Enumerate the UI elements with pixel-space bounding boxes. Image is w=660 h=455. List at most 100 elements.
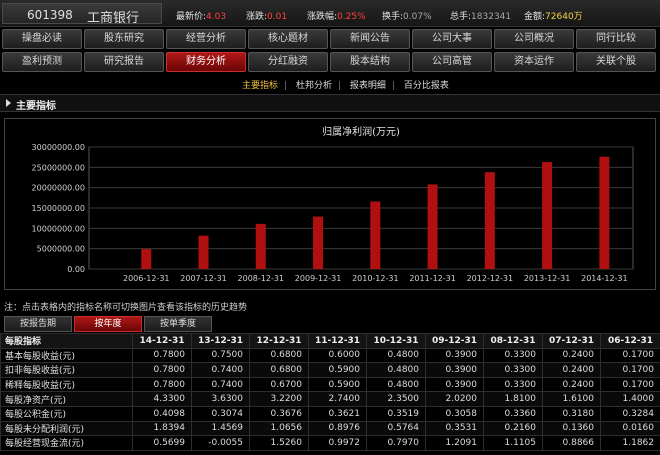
indicator-name[interactable]: 每股净资产(元) — [0, 391, 133, 407]
subtab-dupont[interactable]: 杜邦分析 — [295, 81, 332, 91]
indicator-name[interactable]: 基本每股收益(元) — [0, 347, 133, 364]
indicator-table: 每股指标 14-12-31 13-12-31 12-12-31 11-12-31… — [0, 333, 660, 451]
nav-gudong[interactable]: 股东研究 — [84, 29, 164, 49]
indicator-value: 0.6800 — [249, 347, 309, 364]
indicator-value: 0.2400 — [542, 362, 601, 378]
turnover-rate: 换手:0.07% — [382, 12, 432, 22]
trade-amount: 金额:72640万 — [524, 12, 583, 22]
indicator-value: 0.3058 — [425, 405, 484, 422]
nav-guanlian[interactable]: 关联个股 — [576, 52, 656, 72]
x-tick-label: 2010-12-31 — [352, 274, 399, 283]
indicator-value: 0.3360 — [483, 405, 543, 422]
period-tabs: 按报告期 按年度 按单季度 — [0, 316, 660, 332]
collapse-triangle-icon[interactable] — [6, 99, 11, 107]
bar — [313, 216, 324, 269]
bar — [370, 201, 381, 269]
subtab-main-indicators[interactable]: 主要指标 — [242, 81, 279, 91]
indicator-value: 4.3300 — [132, 391, 192, 407]
subtab-statements[interactable]: 报表明细 — [349, 81, 386, 91]
indicator-value: 0.3676 — [249, 405, 309, 422]
indicator-name[interactable]: 每股公积金(元) — [0, 405, 133, 422]
indicator-name[interactable]: 每股未分配利润(元) — [0, 420, 133, 437]
indicator-value: 0.3519 — [366, 405, 426, 422]
stock-code: 601398 — [27, 8, 73, 22]
x-tick-label: 2007-12-31 — [180, 274, 227, 283]
indicator-value: 0.1700 — [600, 376, 660, 393]
indicator-name[interactable]: 扣非每股收益(元) — [0, 362, 133, 378]
indicator-value: 0.3900 — [425, 376, 484, 393]
indicator-value: -0.0055 — [191, 435, 250, 451]
indicator-value: 0.3180 — [542, 405, 601, 422]
tab-by-year[interactable]: 按年度 — [74, 316, 142, 332]
nav-yanjiu[interactable]: 研究报告 — [84, 52, 164, 72]
x-tick-label: 2011-12-31 — [409, 274, 456, 283]
x-tick-label: 2009-12-31 — [295, 274, 342, 283]
nav-fenhong[interactable]: 分红融资 — [248, 52, 328, 72]
indicator-value: 0.5699 — [132, 435, 192, 451]
indicator-value: 0.5900 — [308, 376, 367, 393]
price-change: 涨跌:0.01 — [246, 12, 288, 22]
nav-hexin[interactable]: 核心题材 — [248, 29, 328, 49]
quote-bar: 601398 工商银行 最新价:4.03 涨跌:0.01 涨跌幅:0.25% 换… — [0, 0, 660, 27]
nav-tonghang[interactable]: 同行比较 — [576, 29, 656, 49]
indicator-value: 0.2400 — [542, 376, 601, 393]
indicator-value: 0.3074 — [191, 405, 250, 422]
indicator-value: 0.6800 — [249, 362, 309, 378]
indicator-name[interactable]: 每股经营现金流(元) — [0, 435, 133, 451]
bar — [255, 223, 266, 269]
indicator-value: 0.3621 — [308, 405, 367, 422]
nav-caiwu[interactable]: 财务分析 — [166, 52, 246, 72]
nav-dashi[interactable]: 公司大事 — [412, 29, 492, 49]
nav-ziben[interactable]: 资本运作 — [494, 52, 574, 72]
nav-gaoguan[interactable]: 公司高管 — [412, 52, 492, 72]
bar — [484, 172, 495, 269]
indicator-value: 0.4800 — [366, 347, 426, 364]
x-tick-label: 2014-12-31 — [581, 274, 628, 283]
y-tick-label: 30000000.00 — [32, 143, 85, 152]
tab-by-report[interactable]: 按报告期 — [4, 316, 72, 332]
indicator-value: 1.4000 — [600, 391, 660, 407]
nav-guben[interactable]: 股本结构 — [330, 52, 410, 72]
indicator-value: 1.1105 — [483, 435, 543, 451]
indicator-value: 0.9972 — [308, 435, 367, 451]
indicator-value: 0.2160 — [483, 420, 543, 437]
indicator-value: 0.7800 — [132, 362, 192, 378]
table-row: 每股公积金(元) 0.4098 0.3074 0.3676 0.3621 0.3519 0.… — [0, 405, 660, 422]
indicator-value: 0.3300 — [483, 362, 543, 378]
indicator-value: 0.1700 — [600, 362, 660, 378]
indicator-value: 1.0656 — [249, 420, 309, 437]
table-row: 基本每股收益(元) 0.7800 0.7500 0.6800 0.6000 0.4800 0… — [0, 347, 660, 364]
nav-jingying[interactable]: 经营分析 — [166, 29, 246, 49]
indicator-value: 0.4098 — [132, 405, 192, 422]
nav-gaikuang[interactable]: 公司概况 — [494, 29, 574, 49]
y-tick-label: 0.00 — [67, 265, 85, 274]
x-tick-label: 2013-12-31 — [524, 274, 571, 283]
col-header-date: 13-12-31 — [191, 333, 250, 349]
stock-code-box[interactable]: 601398 工商银行 — [2, 3, 162, 26]
indicator-value: 0.2400 — [542, 347, 601, 364]
table-row: 每股未分配利润(元) 1.8394 1.4569 1.0656 0.8976 0.5764… — [0, 420, 660, 437]
subtab-separator: | — [337, 81, 341, 91]
indicator-name[interactable]: 稀释每股收益(元) — [0, 376, 133, 393]
nav-caopan[interactable]: 操盘必读 — [2, 29, 82, 49]
table-row: 稀释每股收益(元) 0.7800 0.7400 0.6700 0.5900 0.4800 0… — [0, 376, 660, 393]
bar — [427, 184, 438, 269]
indicator-value: 0.7500 — [191, 347, 250, 364]
indicator-value: 0.7400 — [191, 376, 250, 393]
subtab-percent[interactable]: 百分比报表 — [403, 81, 449, 91]
nav-xinwen[interactable]: 新闻公告 — [330, 29, 410, 49]
col-header-date: 14-12-31 — [132, 333, 192, 349]
indicator-value: 0.7800 — [132, 347, 192, 364]
indicator-value: 0.0160 — [600, 420, 660, 437]
indicator-value: 0.7800 — [132, 376, 192, 393]
section-title: 主要指标 — [16, 101, 56, 112]
latest-price: 最新价:4.03 — [176, 12, 227, 22]
nav-yingli[interactable]: 盈利预测 — [2, 52, 82, 72]
indicator-value: 1.4569 — [191, 420, 250, 437]
indicator-value: 0.3300 — [483, 347, 543, 364]
bar — [198, 235, 209, 269]
y-tick-label: 5000000.00 — [37, 245, 85, 254]
indicator-value: 1.5260 — [249, 435, 309, 451]
tab-by-quarter[interactable]: 按单季度 — [144, 316, 212, 332]
subtab-separator: | — [391, 81, 395, 91]
